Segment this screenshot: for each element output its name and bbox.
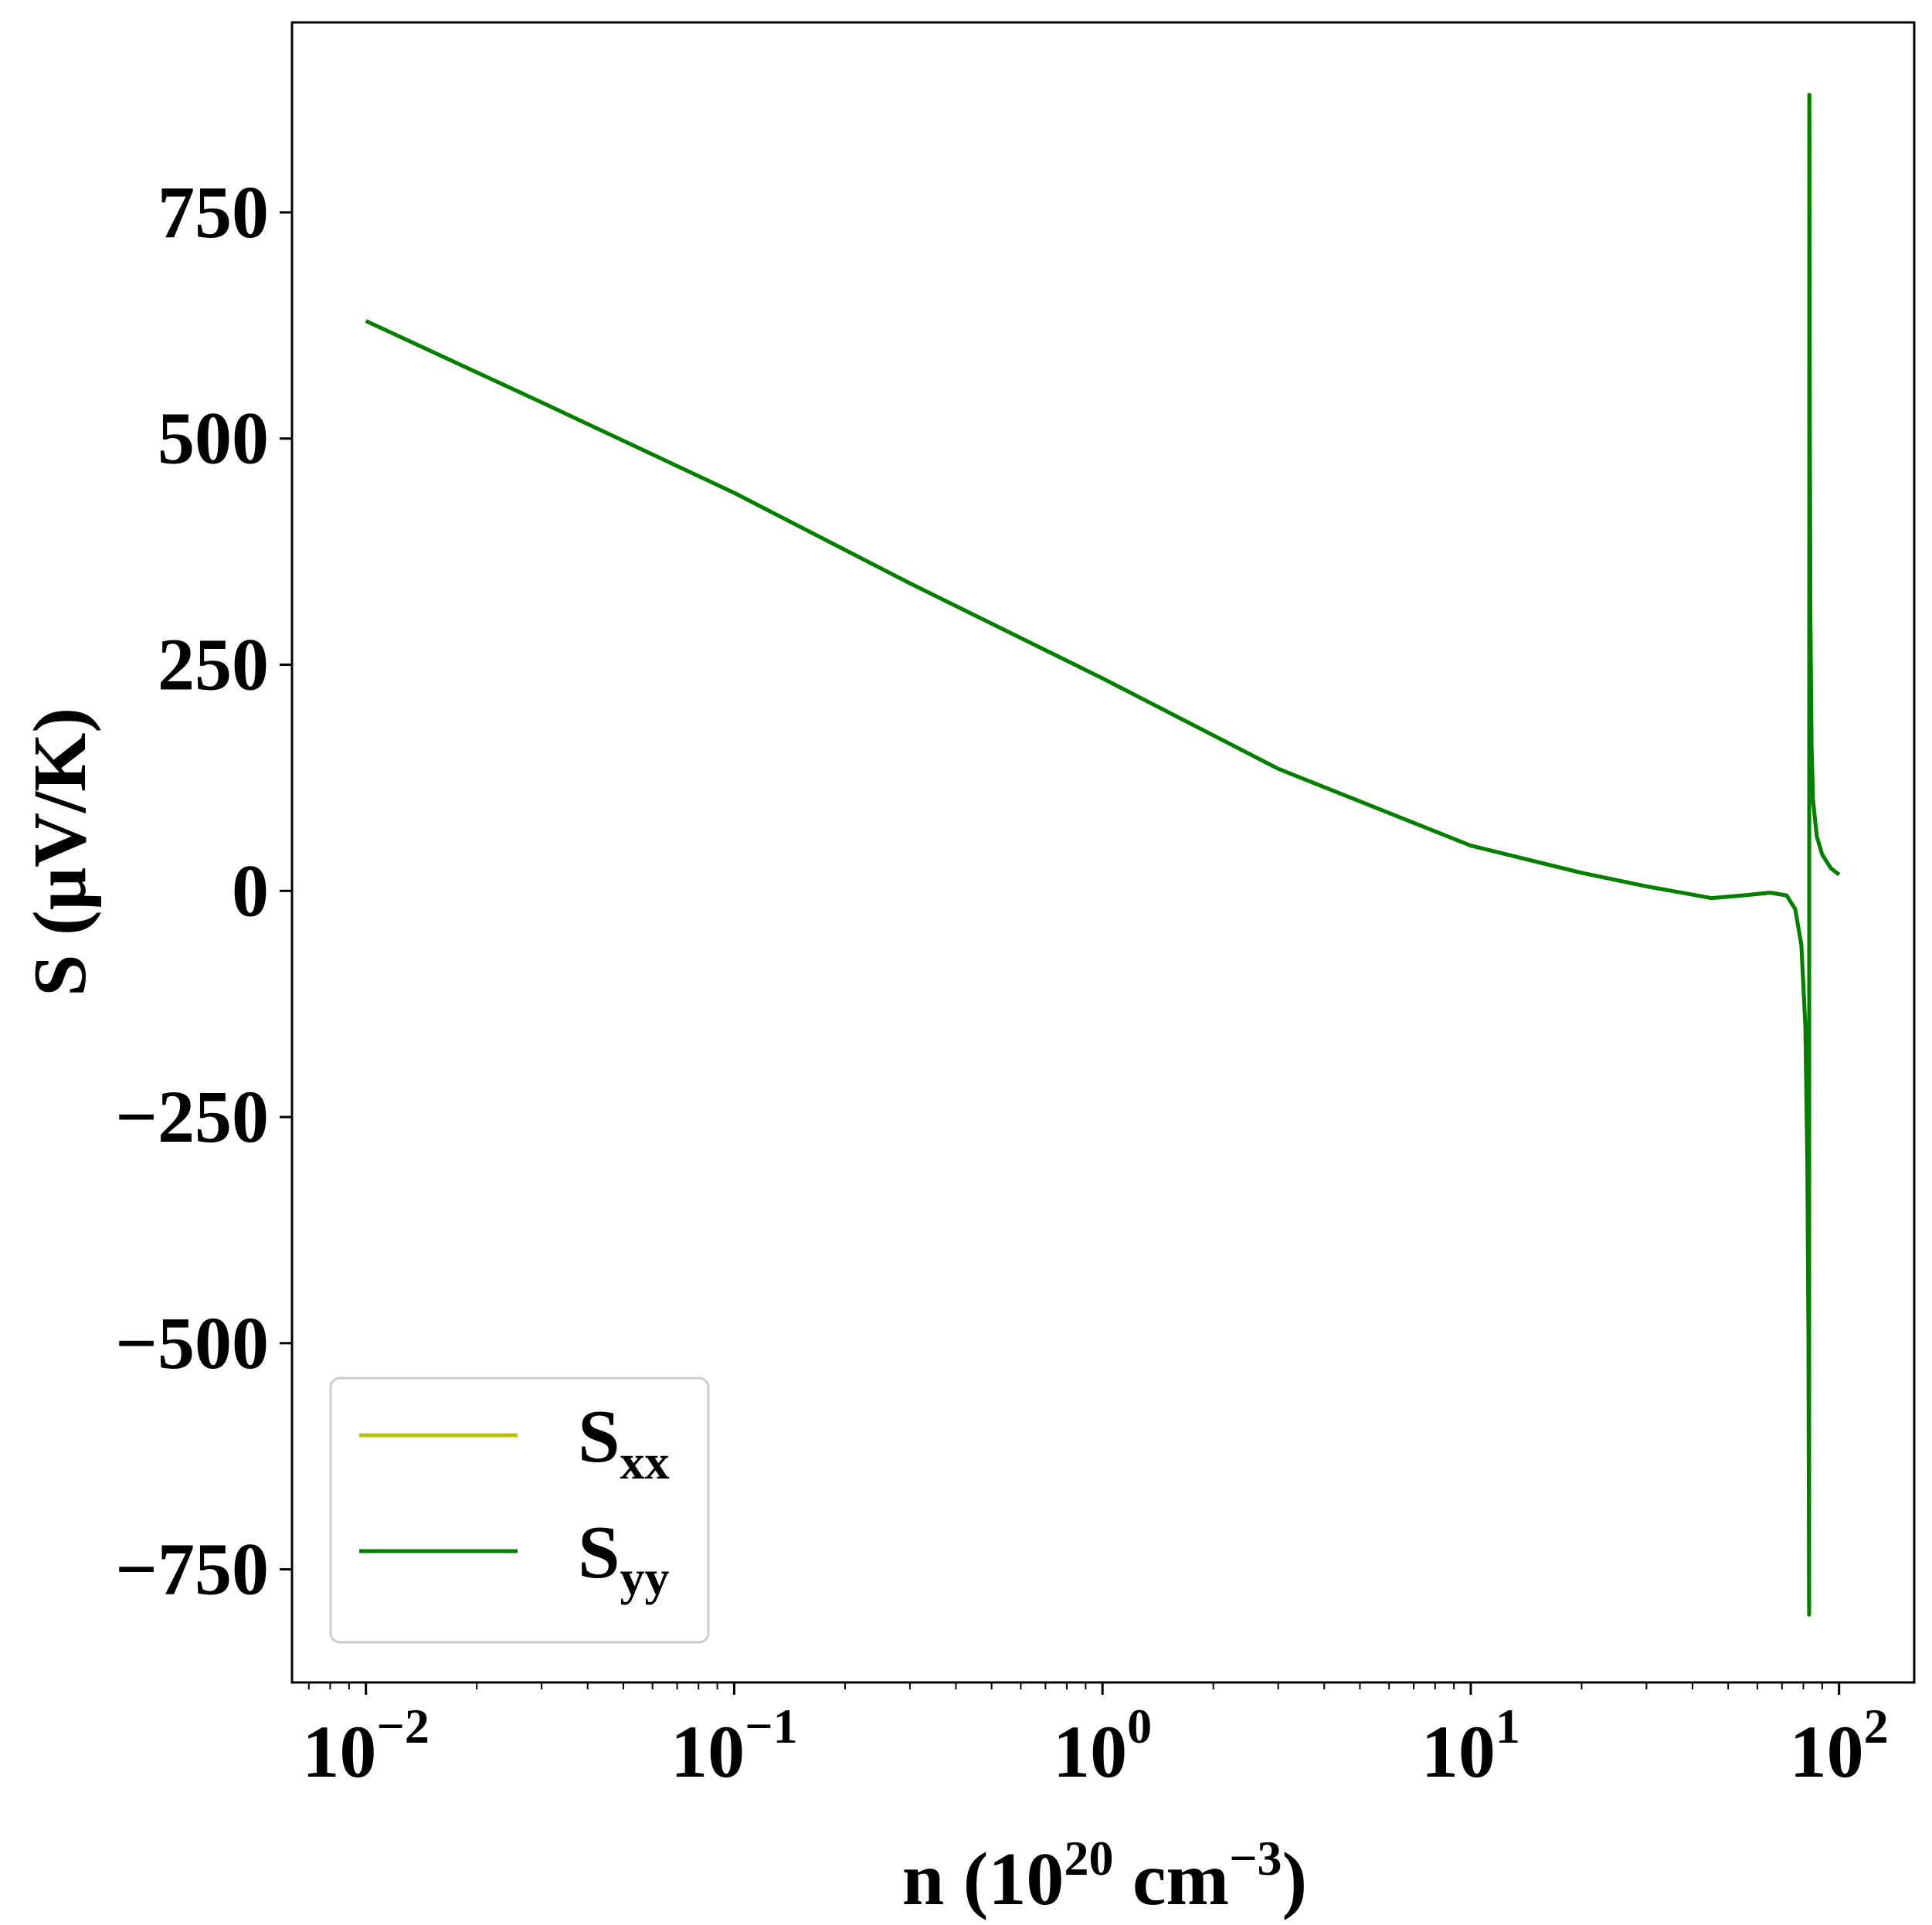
y-tick-label: 250 [158, 623, 269, 705]
x-axis-title: n (1020 cm−3) [902, 1831, 1307, 1921]
x-tick-label: 10−2 [302, 1699, 429, 1793]
y-tick-label: −500 [115, 1302, 269, 1384]
y-axis-title: S (μV/K) [19, 708, 102, 996]
legend-label-sxx: Sxx [578, 1395, 670, 1489]
legend: Sxx Syy [329, 1377, 710, 1644]
y-tick-label: 750 [158, 171, 269, 253]
x-axis-title-base: n (10 [902, 1838, 1064, 1921]
x-axis: 10−2 10−1 100 101 102 [302, 1682, 1889, 1793]
y-tick-label: 500 [158, 397, 269, 480]
legend-label-syy: Syy [578, 1511, 670, 1605]
y-tick-label: −250 [115, 1075, 269, 1158]
plot-area [365, 93, 1841, 1617]
x-tick-label: 10−1 [671, 1699, 797, 1793]
x-tick-label: 100 [1053, 1699, 1152, 1793]
x-axis-title-sup1: 20 [1064, 1831, 1113, 1886]
x-axis-title-mid: cm [1113, 1838, 1229, 1921]
x-axis-title-end: ) [1282, 1838, 1308, 1921]
legend-box [329, 1377, 710, 1644]
y-axis: 750 500 250 0 −250 −500 −750 [115, 171, 292, 1611]
x-tick-label: 101 [1421, 1699, 1520, 1793]
y-tick-label: −750 [115, 1528, 269, 1611]
series-line-syy [365, 93, 1841, 1617]
y-tick-label: 0 [232, 849, 269, 932]
x-axis-title-sup2: −3 [1229, 1831, 1282, 1886]
x-tick-label: 102 [1790, 1699, 1889, 1793]
